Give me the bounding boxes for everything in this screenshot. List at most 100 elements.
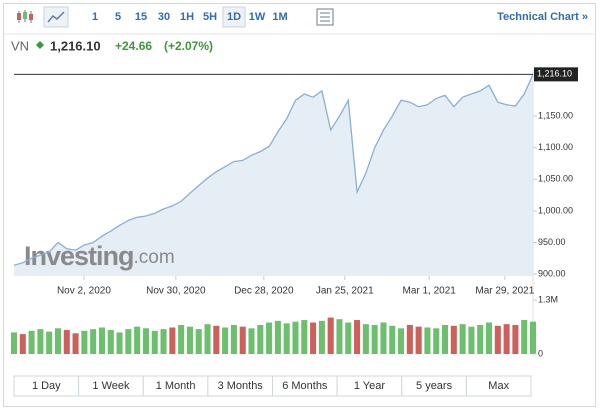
volume-bar bbox=[160, 329, 167, 354]
volume-bar bbox=[380, 322, 387, 354]
volume-bar bbox=[107, 329, 114, 354]
volume-bar bbox=[222, 327, 229, 354]
volume-bar bbox=[125, 329, 132, 354]
range-label[interactable]: 1 Year bbox=[354, 380, 386, 392]
volume-bar bbox=[19, 334, 26, 354]
volume-bar bbox=[90, 329, 97, 354]
volume-bar bbox=[345, 322, 352, 354]
x-tick-label: Jan 25, 2021 bbox=[316, 286, 374, 297]
volume-bar bbox=[134, 326, 141, 354]
volume-bar bbox=[54, 328, 62, 354]
interval-active[interactable] bbox=[222, 6, 246, 28]
interval-button[interactable]: 1W bbox=[249, 11, 266, 23]
watermark: Investing.com bbox=[24, 241, 175, 271]
watermark-part: .com bbox=[134, 247, 175, 268]
table-icon[interactable] bbox=[316, 8, 334, 26]
volume-bar bbox=[195, 329, 202, 354]
x-tick-label: Nov 2, 2020 bbox=[57, 286, 111, 297]
interval-button[interactable]: 5 bbox=[115, 11, 121, 23]
volume-bar bbox=[169, 327, 176, 354]
volume-bar bbox=[98, 327, 105, 354]
range-label[interactable]: 3 Months bbox=[218, 380, 264, 392]
volume-bar bbox=[301, 320, 308, 354]
x-tick-label: Mar 29, 2021 bbox=[475, 286, 534, 297]
y-tick-label: 1,100.00 bbox=[538, 142, 573, 152]
watermark-part: Investing bbox=[24, 241, 134, 271]
volume-bar bbox=[239, 326, 246, 354]
volume-bar bbox=[283, 323, 290, 354]
volume-bar bbox=[151, 330, 158, 354]
range-label[interactable]: 1 Day bbox=[32, 380, 61, 392]
interval-button[interactable]: 1 bbox=[92, 11, 98, 23]
volume-bar bbox=[213, 325, 220, 354]
range-button[interactable] bbox=[465, 375, 532, 397]
volume-bar bbox=[10, 332, 18, 354]
technical-chart-link[interactable]: Technical Chart » bbox=[497, 11, 588, 23]
volume-bar bbox=[336, 319, 343, 354]
volume-bar bbox=[327, 317, 334, 354]
volume-bar bbox=[415, 326, 422, 354]
interval-button[interactable]: 1D bbox=[227, 11, 241, 23]
interval-button[interactable]: 1H bbox=[180, 11, 194, 23]
volume-bar bbox=[266, 322, 273, 354]
volume-bar bbox=[28, 330, 35, 354]
volume-bar bbox=[46, 331, 53, 354]
volume-bar bbox=[477, 325, 484, 354]
volume-bar bbox=[63, 329, 70, 354]
volume-bar bbox=[37, 329, 44, 354]
volume-bar bbox=[274, 320, 281, 354]
candle-icon[interactable] bbox=[17, 10, 33, 23]
range-label[interactable]: Max bbox=[488, 380, 509, 392]
volume-bar bbox=[230, 325, 237, 354]
volume-bar bbox=[521, 320, 528, 354]
volume-bar bbox=[512, 325, 519, 354]
up-icon bbox=[36, 41, 44, 49]
volume-tick-label: 0 bbox=[538, 348, 543, 358]
volume-bar bbox=[494, 325, 501, 354]
volume-bar bbox=[371, 325, 378, 354]
y-tick-label: 1,000.00 bbox=[538, 205, 573, 215]
y-tick-label: 1,050.00 bbox=[538, 174, 573, 184]
volume-bar bbox=[257, 325, 264, 354]
volume-bar bbox=[81, 330, 88, 354]
change-percent: (+2.07%) bbox=[164, 39, 213, 53]
range-label[interactable]: 1 Month bbox=[156, 380, 196, 392]
range-label[interactable]: 5 years bbox=[416, 380, 453, 392]
interval-button[interactable]: 15 bbox=[135, 11, 147, 23]
volume-bar bbox=[459, 324, 466, 354]
volume-bar bbox=[116, 332, 123, 354]
volume-bar bbox=[468, 326, 475, 354]
x-tick-label: Mar 1, 2021 bbox=[403, 286, 457, 297]
line-icon-button[interactable] bbox=[43, 6, 69, 28]
volume-bar bbox=[503, 324, 510, 354]
price-area bbox=[14, 74, 533, 277]
volume-bar bbox=[72, 333, 79, 354]
volume-bar bbox=[204, 324, 211, 354]
interval-button[interactable]: 1M bbox=[272, 11, 287, 23]
volume-bar bbox=[450, 325, 457, 354]
interval-button[interactable]: 5H bbox=[203, 11, 217, 23]
volume-bar bbox=[362, 324, 369, 354]
change: +24.66 bbox=[115, 39, 152, 53]
volume-bar bbox=[389, 325, 396, 354]
x-tick-label: Dec 28, 2020 bbox=[234, 286, 294, 297]
y-tick-label: 950.00 bbox=[538, 237, 566, 247]
volume-bar bbox=[318, 320, 325, 354]
volume-bar bbox=[529, 321, 537, 354]
line-icon bbox=[47, 11, 65, 23]
range-label[interactable]: 1 Week bbox=[92, 380, 130, 392]
volume-bar bbox=[442, 325, 449, 354]
volume-tick-label: 1.3M bbox=[538, 295, 558, 305]
y-tick-label: 1,150.00 bbox=[538, 111, 573, 121]
interval-button[interactable]: 30 bbox=[158, 11, 170, 23]
volume-bar bbox=[248, 328, 255, 354]
volume-bar bbox=[354, 320, 361, 354]
range-label[interactable]: 6 Months bbox=[282, 380, 328, 392]
volume-bar bbox=[406, 325, 413, 354]
price: 1,216.10 bbox=[50, 38, 101, 53]
y-tick-label: 900.00 bbox=[538, 268, 566, 278]
volume-bar bbox=[485, 322, 493, 354]
volume-bar bbox=[424, 327, 431, 354]
last-price-label: 1,216.10 bbox=[537, 69, 572, 79]
